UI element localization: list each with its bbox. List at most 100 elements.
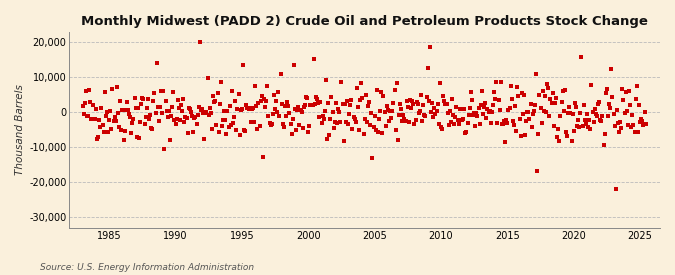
Point (566, 139, 577, 144)
Point (484, 109, 495, 113)
Point (534, 92, 545, 97)
Point (548, 124, 559, 128)
Point (170, 122, 181, 126)
Point (468, 111, 479, 115)
Point (582, 112, 593, 116)
Point (225, 123, 236, 128)
Point (527, 112, 538, 117)
Point (589, 107, 600, 112)
Point (396, 106, 406, 111)
Point (159, 147, 170, 151)
Point (192, 112, 203, 117)
Point (135, 120, 146, 124)
Point (352, 86, 362, 90)
Point (187, 114, 198, 118)
Point (90, 107, 101, 111)
Point (373, 130, 383, 135)
Point (375, 108, 385, 113)
Point (334, 110, 345, 114)
Point (583, 125, 593, 129)
Point (115, 99, 126, 103)
Point (404, 120, 414, 124)
Point (535, 106, 546, 110)
Point (138, 97, 148, 102)
Point (128, 117, 139, 121)
Point (99, 90, 110, 94)
Point (246, 107, 257, 111)
Point (101, 109, 112, 114)
Point (605, 106, 616, 110)
Point (317, 114, 328, 118)
Point (202, 76, 213, 80)
Point (286, 131, 297, 136)
Point (156, 89, 167, 93)
Point (207, 126, 217, 131)
Point (144, 117, 155, 121)
Point (362, 120, 373, 125)
Point (153, 105, 163, 110)
Point (209, 100, 219, 104)
Point (447, 97, 458, 101)
Point (256, 94, 267, 98)
Point (243, 107, 254, 111)
Point (173, 106, 184, 110)
Point (348, 115, 359, 119)
Point (532, 169, 543, 173)
Point (168, 90, 179, 94)
Point (555, 114, 566, 119)
Point (399, 117, 410, 122)
Point (601, 87, 612, 92)
Point (460, 131, 470, 135)
Point (459, 107, 470, 111)
Point (80, 101, 90, 106)
Point (428, 115, 439, 119)
Point (543, 86, 554, 90)
Point (383, 119, 394, 123)
Point (456, 117, 467, 122)
Point (328, 125, 339, 130)
Point (577, 124, 588, 128)
Point (617, 87, 628, 91)
Point (383, 108, 394, 112)
Point (136, 102, 146, 106)
Point (536, 121, 547, 125)
Point (443, 123, 454, 127)
Point (380, 124, 391, 128)
Point (144, 113, 155, 117)
Point (371, 87, 382, 92)
Point (109, 114, 120, 119)
Point (151, 111, 161, 116)
Point (83, 114, 94, 118)
Point (210, 99, 221, 104)
Point (435, 124, 446, 129)
Point (368, 125, 379, 129)
Point (198, 111, 209, 116)
Point (506, 97, 517, 101)
Point (345, 103, 356, 108)
Point (84, 88, 95, 93)
Point (587, 110, 598, 114)
Point (613, 121, 624, 125)
Point (622, 109, 632, 114)
Point (333, 107, 344, 112)
Point (395, 102, 406, 106)
Point (444, 109, 455, 114)
Point (199, 137, 210, 142)
Point (306, 103, 317, 108)
Point (277, 122, 288, 127)
Point (430, 112, 441, 117)
Point (475, 103, 486, 107)
Point (480, 101, 491, 105)
Point (608, 112, 619, 116)
Point (139, 122, 150, 127)
Point (326, 95, 337, 99)
Point (123, 108, 134, 112)
Point (310, 94, 321, 99)
Point (454, 107, 465, 111)
Point (562, 134, 572, 139)
Point (279, 103, 290, 108)
Point (627, 113, 638, 117)
Point (230, 99, 241, 103)
Point (487, 103, 498, 108)
Point (404, 98, 415, 102)
